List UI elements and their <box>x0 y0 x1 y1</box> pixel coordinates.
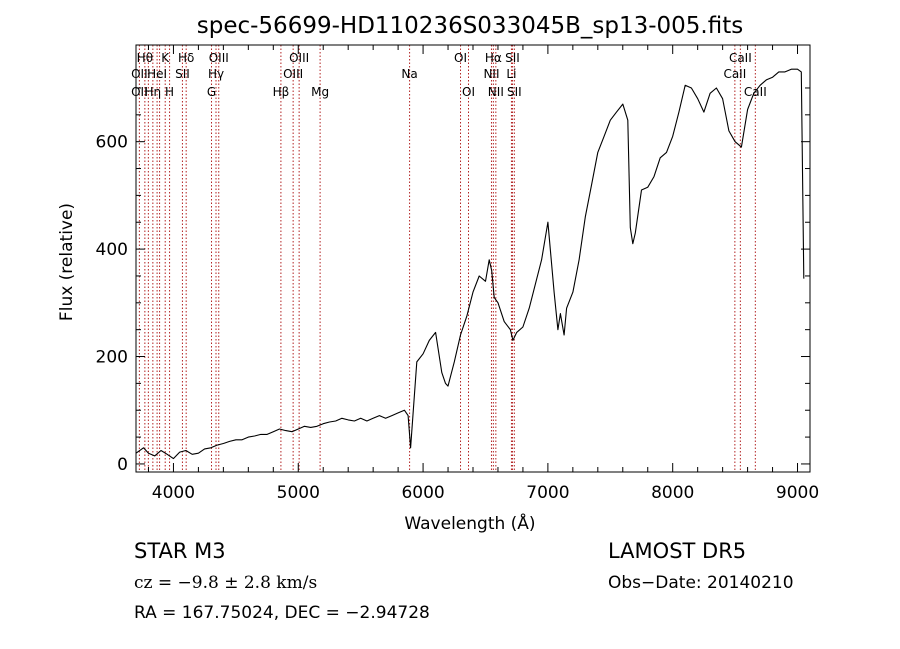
x-tick-label: 4000 <box>152 483 195 503</box>
spectral-line-label: SII <box>505 51 520 65</box>
spectral-line-label: Hδ <box>178 51 194 65</box>
y-tick-label: 600 <box>96 133 128 153</box>
redshift-velocity: cz = −9.8 ± 2.8 km/s <box>134 573 318 593</box>
spectral-line-label: Mg <box>311 85 329 99</box>
observation-date: Obs−Date: 20140210 <box>608 573 794 593</box>
spectral-line-label: Hγ <box>208 67 224 81</box>
y-tick-label: 200 <box>96 348 128 368</box>
survey-name: LAMOST DR5 <box>608 539 747 563</box>
spectral-line-label: Hβ <box>273 85 290 99</box>
spectral-line-label: OII <box>131 85 148 99</box>
spectral-line-label: Hθ <box>137 51 153 65</box>
spectral-line-label: Na <box>401 67 417 81</box>
spectral-line-label: NII <box>488 85 504 99</box>
x-tick-label: 5000 <box>277 483 320 503</box>
x-axis-label: Wavelength (Å) <box>404 512 535 534</box>
spectral-line-label: OIII <box>209 51 229 65</box>
spectrum-line <box>135 68 805 460</box>
plot-frame <box>135 44 811 473</box>
spectral-line-label: SII <box>507 85 522 99</box>
spectral-line-labels: OIIOIIHθHηHeIKHSIIHδGHγOIIIHβOIIIOIIIMgN… <box>131 51 767 99</box>
spectral-line-label: OII <box>131 67 148 81</box>
spectrum-series <box>135 68 805 460</box>
y-tick-label: 400 <box>96 240 128 260</box>
spectral-line-label: CaII <box>723 67 746 81</box>
spectral-line-markers <box>138 45 756 472</box>
spectral-line-label: NII <box>483 67 499 81</box>
y-axis-label: Flux (relative) <box>57 203 77 321</box>
spectral-line-label: Hη <box>145 85 162 99</box>
x-tick-label: 7000 <box>526 483 569 503</box>
spectral-line-label: CaII <box>729 51 752 65</box>
axes: 4000 5000 6000 7000 8000 9000 0 200 400 600 <box>96 44 819 503</box>
star-classification: STAR M3 <box>134 539 226 563</box>
spectral-line-label: Hα <box>485 51 502 65</box>
spectral-line-label: H <box>165 85 174 99</box>
spectral-line-label: OIII <box>283 67 303 81</box>
x-tick-label: 9000 <box>776 483 819 503</box>
x-tick-label: 8000 <box>651 483 694 503</box>
spectral-line-label: OIII <box>289 51 309 65</box>
spectral-line-label: HeI <box>147 67 167 81</box>
spectral-line-label: SII <box>175 67 190 81</box>
chart-title: spec-56699-HD110236S033045B_sp13-005.fit… <box>197 13 743 39</box>
spectral-line-label: Li <box>506 67 516 81</box>
spectral-line-label: K <box>161 51 170 65</box>
y-tick-label: 0 <box>117 455 128 475</box>
x-tick-label: 6000 <box>401 483 444 503</box>
spectral-line-label: OI <box>454 51 467 65</box>
coordinates: RA = 167.75024, DEC = −2.94728 <box>134 603 430 623</box>
spectral-line-label: G <box>207 85 216 99</box>
spectral-line-label: OI <box>462 85 475 99</box>
